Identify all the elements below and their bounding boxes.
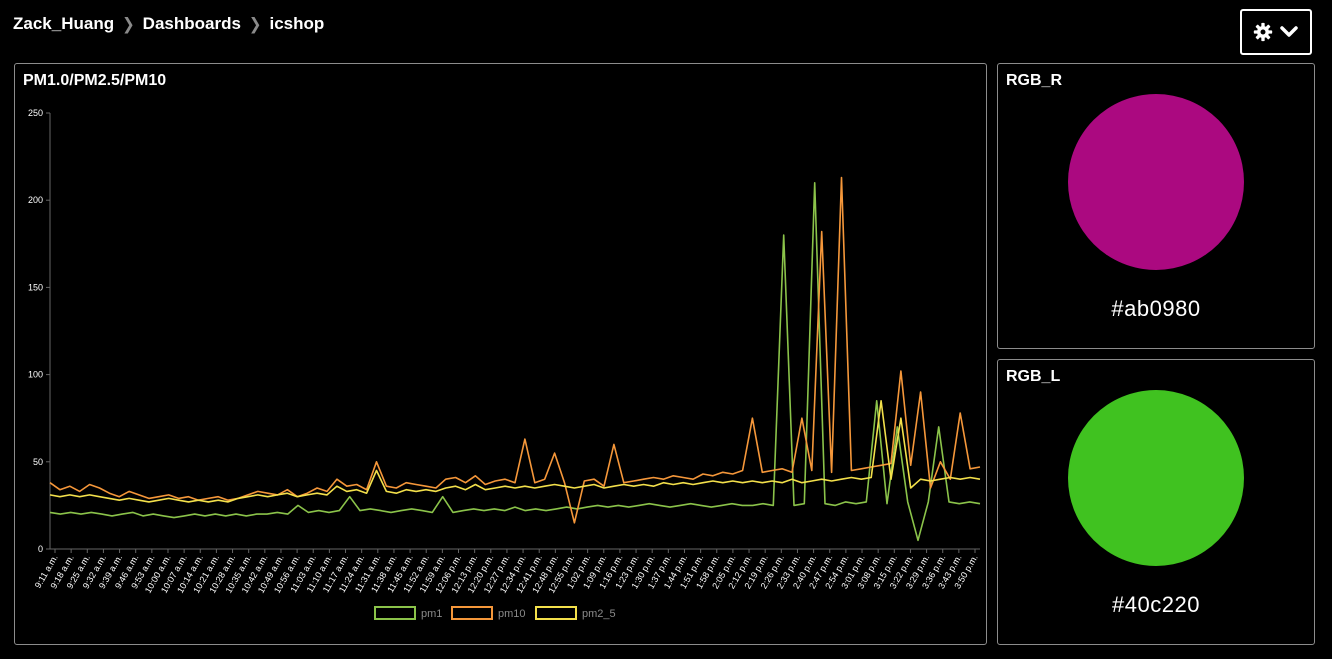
- y-tick-label: 150: [28, 282, 43, 292]
- rgb-l-color-swatch: [1068, 390, 1244, 566]
- legend-label-pm1: pm1: [421, 608, 442, 620]
- breadcrumb: Zack_Huang ❯ Dashboards ❯ icshop: [13, 14, 324, 34]
- y-tick-label: 100: [28, 370, 43, 380]
- rgb-l-hex-value: #40c220: [1112, 592, 1200, 617]
- y-tick-label: 0: [38, 544, 43, 554]
- rgb-l-title: RGB_L: [1006, 368, 1061, 385]
- breadcrumb-user[interactable]: Zack_Huang: [13, 14, 115, 33]
- gear-icon: [1253, 22, 1273, 42]
- y-tick-label: 200: [28, 195, 43, 205]
- legend-label-pm10: pm10: [498, 608, 526, 620]
- legend-swatch-pm1: [374, 606, 416, 620]
- breadcrumb-current: icshop: [269, 14, 325, 33]
- y-tick-label: 250: [28, 108, 43, 118]
- settings-dropdown-button[interactable]: [1240, 9, 1312, 55]
- breadcrumb-dashboards[interactable]: Dashboards: [142, 14, 241, 33]
- series-line-pm1: [49, 182, 981, 542]
- series-line-pm10: [49, 176, 981, 524]
- rgb-r-widget: RGB_R #ab0980: [997, 63, 1315, 349]
- pm-chart-widget: PM1.0/PM2.5/PM10 0 50 100 150 200 250 9:11 a.m…: [14, 63, 987, 645]
- chevron-right-icon: ❯: [122, 15, 135, 34]
- y-tick-label: 50: [33, 457, 43, 467]
- chevron-right-icon: ❯: [248, 15, 262, 34]
- rgb-l-widget: RGB_L #40c220: [997, 359, 1315, 645]
- legend-swatch-pm10: [451, 606, 493, 620]
- chevron-down-icon: [1280, 26, 1298, 37]
- chart-widget-title: PM1.0/PM2.5/PM10: [23, 72, 167, 89]
- legend-swatch-pm2_5: [535, 606, 577, 620]
- rgb-r-hex-value: #ab0980: [1111, 296, 1201, 321]
- legend-label-pm2_5: pm2_5: [582, 608, 616, 620]
- rgb-r-title: RGB_R: [1006, 72, 1063, 89]
- rgb-r-color-swatch: [1068, 94, 1244, 270]
- series-line-pm2_5: [49, 399, 981, 503]
